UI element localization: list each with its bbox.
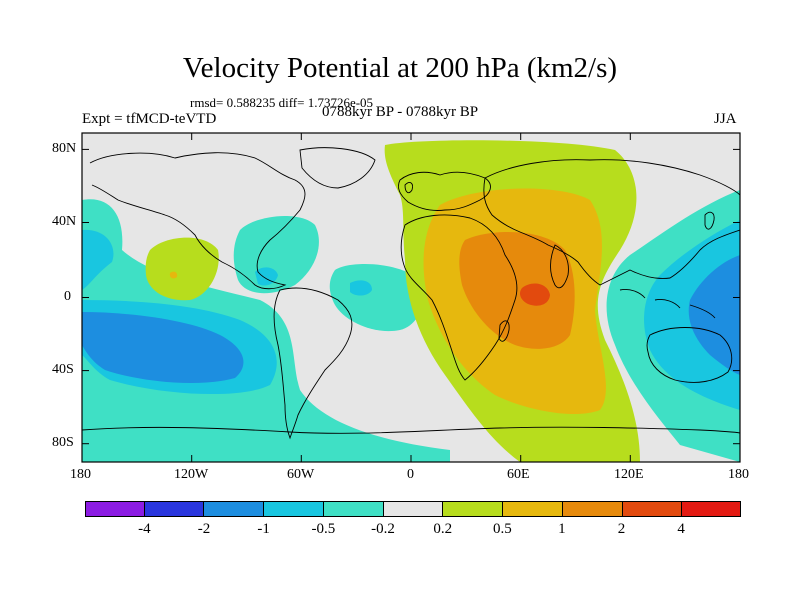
colorbar-swatch (383, 501, 444, 517)
y-tick-label: 80S (52, 435, 74, 450)
colorbar-swatch (264, 501, 324, 517)
colorbar-label: -0.5 (311, 521, 336, 537)
x-tick-label: 120E (614, 467, 644, 482)
colorbar-swatch (204, 501, 265, 517)
colorbar-swatch (682, 501, 742, 517)
y-tick-label: 80N (52, 141, 77, 156)
colorbar-swatch (85, 501, 145, 517)
colorbar-swatch (144, 501, 205, 517)
x-tick-label: 120W (174, 467, 209, 482)
x-tick-label: 60W (287, 467, 315, 482)
colorbar-label: 0.2 (433, 521, 453, 537)
experiment-label: Expt = tfMCD-teVTD (82, 111, 217, 127)
plot-title: Velocity Potential at 200 hPa (km2/s) (182, 52, 618, 84)
colorbar-label: 0.5 (492, 521, 512, 537)
colorbar-label: -1 (257, 521, 270, 537)
season-label: JJA (714, 111, 737, 127)
colorbar-label: 4 (677, 521, 685, 537)
x-tick-label: 0 (407, 467, 414, 482)
x-tick-label: 180 (70, 467, 91, 482)
colorbar-label: 1 (558, 521, 566, 537)
y-tick-label: 0 (64, 289, 71, 304)
colorbar-label: -2 (197, 521, 211, 537)
negative-anomaly-regions (82, 190, 740, 462)
y-tick-label: 40N (52, 214, 77, 229)
colorbar-swatch (503, 501, 563, 517)
colorbar (85, 501, 742, 517)
rmsd-diff-stats: rmsd= 0.588235 diff= 1.73726e-05 (190, 95, 374, 110)
colorbar-label: -4 (138, 521, 151, 537)
colorbar-label: -0.2 (371, 521, 395, 537)
period-label: 0788kyr BP - 0788kyr BP (322, 104, 479, 120)
y-tick-label: 40S (52, 362, 74, 377)
colorbar-swatch (562, 501, 623, 517)
colorbar-frame (85, 501, 741, 517)
colorbar-swatch (622, 501, 683, 517)
x-tick-label: 60E (507, 467, 530, 482)
colorbar-swatch (323, 501, 384, 517)
colorbar-label: 2 (617, 521, 626, 537)
axis-ticks (81, 133, 741, 462)
x-tick-label: 180 (728, 467, 749, 482)
colorbar-swatch (443, 501, 504, 517)
coastlines (82, 147, 740, 440)
